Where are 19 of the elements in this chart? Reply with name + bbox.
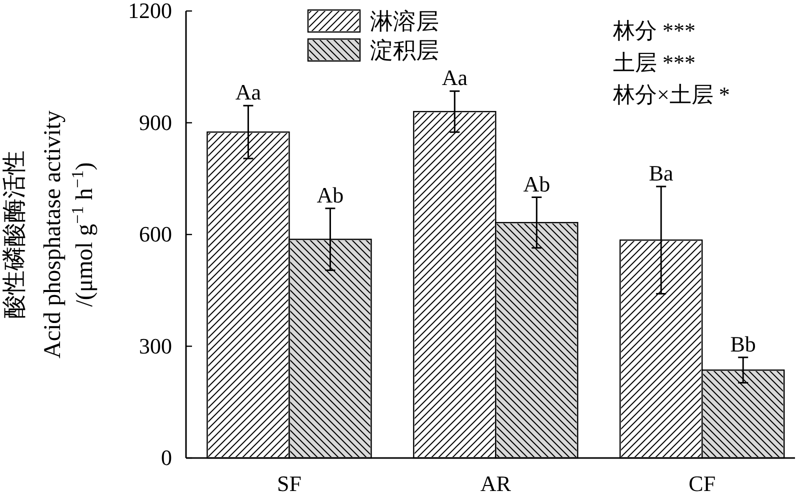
y-tick-label: 900	[139, 110, 172, 135]
legend-label: 淋溶层	[370, 9, 439, 34]
y-tick-label: 600	[139, 222, 172, 246]
data-label: Aa	[235, 80, 262, 105]
data-label: Aa	[442, 65, 468, 90]
data-label: Ba	[648, 160, 674, 186]
x-tick-label: AR	[480, 471, 512, 496]
annotation: 林分 ***	[612, 18, 696, 43]
data-label: Bb	[730, 331, 756, 356]
y-tick-label: 300	[139, 333, 172, 358]
data-label: Ab	[523, 171, 550, 196]
annotation: 土层 ***	[613, 50, 696, 75]
data-label: Ab	[316, 182, 344, 208]
x-tick-label: SF	[276, 471, 302, 496]
y-tick-label: 1200	[128, 0, 172, 23]
legend-label: 淀积层	[370, 38, 439, 63]
annotation: 林分×土层 *	[612, 82, 730, 107]
x-tick-label: CF	[688, 471, 716, 496]
y-tick-label: 0	[161, 445, 172, 470]
